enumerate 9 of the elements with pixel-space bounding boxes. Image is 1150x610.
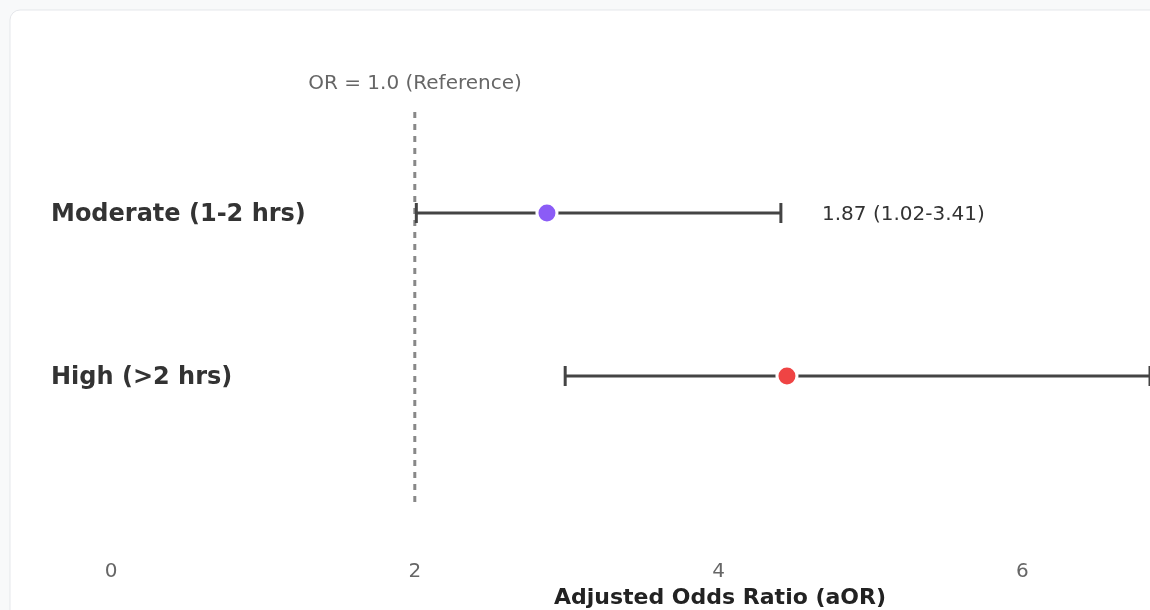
x-tick-label: 2 (408, 558, 422, 582)
y-tick-label: High (>2 hrs) (51, 362, 233, 390)
x-tick-label: 4 (712, 558, 725, 582)
annotation: 1.87 (1.02-3.41) (822, 201, 985, 225)
y-tick-label: Moderate (1-2 hrs) (51, 199, 306, 227)
x-axis-title: Adjusted Odds Ratio (aOR) (553, 584, 887, 609)
x-tick-label: 6 (1016, 558, 1029, 582)
x-tick-label: 0 (104, 558, 118, 582)
text: OR = 1.0 (Reference) (308, 70, 522, 94)
